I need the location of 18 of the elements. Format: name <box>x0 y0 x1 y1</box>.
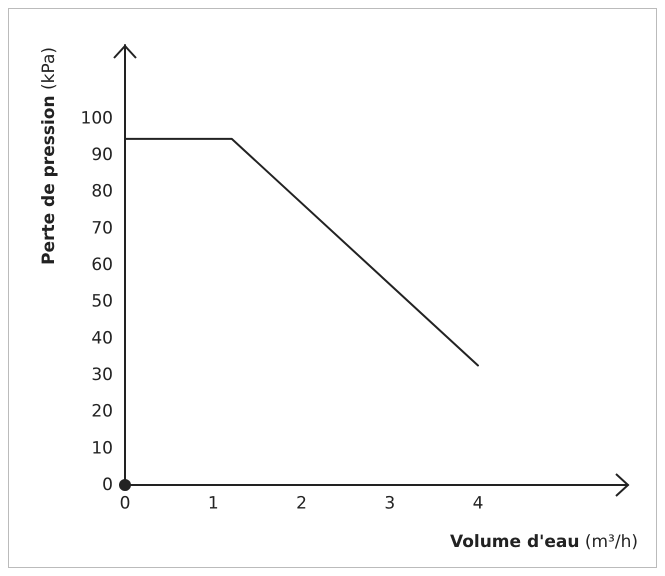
y-tick-label: 70 <box>91 218 113 238</box>
y-tick-label: 50 <box>91 292 113 312</box>
x-tick-label: 2 <box>296 494 307 514</box>
y-tick-label: 10 <box>91 438 113 458</box>
y-tick-label: 30 <box>91 365 113 385</box>
y-axis-title: Perte de pression (kPa) <box>39 47 59 265</box>
y-tick-label: 40 <box>91 328 113 348</box>
x-tick-label: 4 <box>472 494 484 514</box>
y-tick-label: 20 <box>91 402 113 422</box>
x-tick-label: 1 <box>208 494 219 514</box>
x-tick-label: 0 <box>120 494 130 514</box>
y-tick-label: 0 <box>102 475 113 495</box>
y-tick-label: 90 <box>91 145 113 165</box>
y-tick-label: 80 <box>91 182 113 202</box>
y-tick-label: 100 <box>80 108 113 128</box>
x-tick-label: 3 <box>384 494 396 514</box>
y-tick-label: 60 <box>91 255 113 275</box>
x-axis-title: Volume d'eau (m³/h) <box>450 532 638 552</box>
